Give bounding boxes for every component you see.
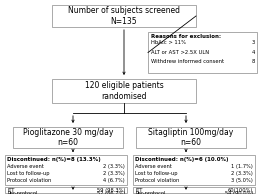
FancyBboxPatch shape bbox=[5, 187, 127, 193]
Text: 2 (3.3%): 2 (3.3%) bbox=[103, 171, 125, 176]
Text: Pioglitazone 30 mg/day
n=60: Pioglitazone 30 mg/day n=60 bbox=[23, 128, 113, 147]
Text: ITT: ITT bbox=[7, 188, 14, 193]
Text: Adverse event: Adverse event bbox=[135, 164, 172, 169]
FancyBboxPatch shape bbox=[133, 187, 255, 193]
Text: Sitagliptin 100mg/day
n=60: Sitagliptin 100mg/day n=60 bbox=[148, 128, 234, 147]
FancyBboxPatch shape bbox=[133, 155, 255, 185]
Text: 54 (90.0%): 54 (90.0%) bbox=[225, 191, 253, 194]
Text: Per-protocol: Per-protocol bbox=[7, 191, 37, 194]
Text: Protocol violation: Protocol violation bbox=[135, 178, 179, 183]
Text: 3 (5.0%): 3 (5.0%) bbox=[231, 178, 253, 183]
Text: HbA₁c > 11%: HbA₁c > 11% bbox=[151, 40, 186, 45]
FancyBboxPatch shape bbox=[5, 155, 127, 185]
Text: ITT: ITT bbox=[135, 188, 142, 193]
Text: 3: 3 bbox=[252, 40, 255, 45]
Text: Discontinued: n(%)=6 (10.0%): Discontinued: n(%)=6 (10.0%) bbox=[135, 157, 229, 162]
Text: 1 (1.7%): 1 (1.7%) bbox=[231, 164, 253, 169]
Text: Protocol violation: Protocol violation bbox=[7, 178, 51, 183]
Text: Adverse event: Adverse event bbox=[7, 164, 44, 169]
Text: 2 (3.3%): 2 (3.3%) bbox=[103, 164, 125, 169]
Text: 59 (98.3%): 59 (98.3%) bbox=[97, 188, 125, 193]
FancyBboxPatch shape bbox=[52, 5, 196, 27]
FancyBboxPatch shape bbox=[52, 79, 196, 103]
Text: Lost to follow-up: Lost to follow-up bbox=[135, 171, 178, 176]
Text: 8: 8 bbox=[252, 59, 255, 64]
Text: 52 (86.7%): 52 (86.7%) bbox=[97, 191, 125, 194]
Text: Lost to follow-up: Lost to follow-up bbox=[7, 171, 49, 176]
Text: Per-protocol: Per-protocol bbox=[135, 191, 166, 194]
FancyBboxPatch shape bbox=[148, 32, 257, 73]
Text: Withdrew informed consent: Withdrew informed consent bbox=[151, 59, 224, 64]
Text: 4 (6.7%): 4 (6.7%) bbox=[103, 178, 125, 183]
Text: Discontinued: n(%)=8 (13.3%): Discontinued: n(%)=8 (13.3%) bbox=[7, 157, 101, 162]
Text: 60(100%): 60(100%) bbox=[228, 188, 253, 193]
Text: 2 (3.3%): 2 (3.3%) bbox=[231, 171, 253, 176]
Text: Number of subjects screened
N=135: Number of subjects screened N=135 bbox=[68, 6, 180, 26]
FancyBboxPatch shape bbox=[136, 127, 246, 148]
Text: 4: 4 bbox=[252, 49, 255, 55]
Text: ALT or AST >2.5X ULN: ALT or AST >2.5X ULN bbox=[151, 49, 209, 55]
Text: Reasons for exclusion:: Reasons for exclusion: bbox=[151, 34, 221, 39]
FancyBboxPatch shape bbox=[13, 127, 123, 148]
Text: 120 eligible patients
randomised: 120 eligible patients randomised bbox=[84, 81, 163, 101]
